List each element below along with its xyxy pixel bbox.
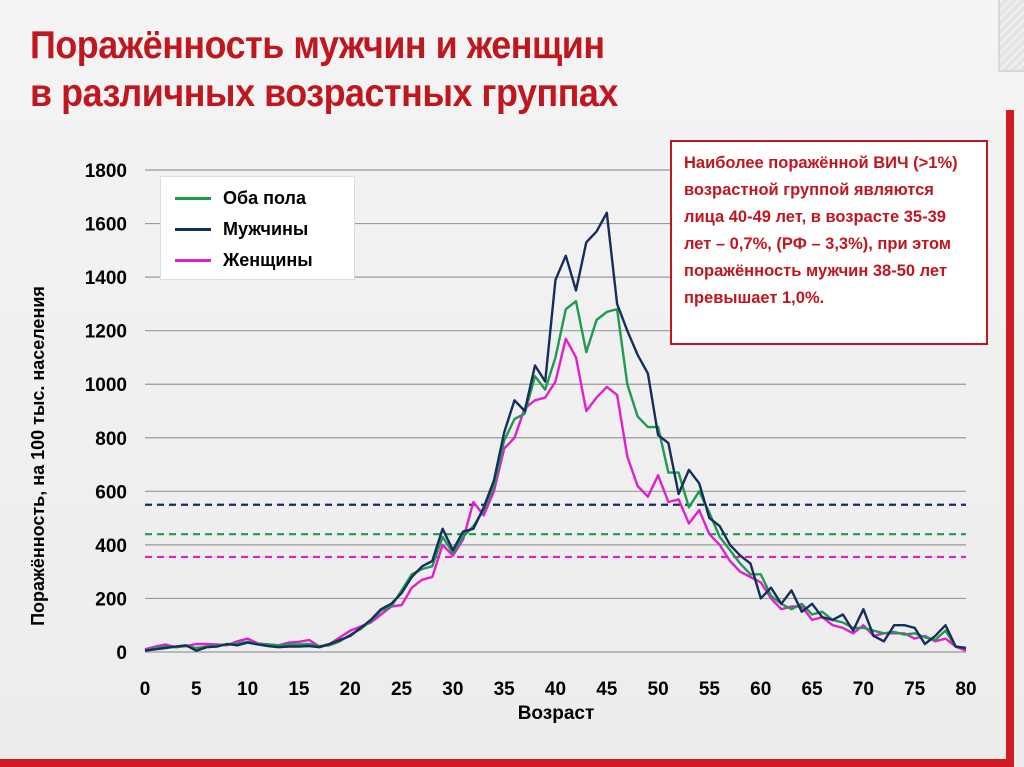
y-tick-label: 1400 — [85, 268, 127, 289]
x-tick-label: 0 — [140, 679, 151, 700]
series-line-women — [144, 337, 967, 652]
x-tick-label: 10 — [237, 679, 258, 700]
y-tick-label: 600 — [95, 482, 127, 503]
slide-title: Поражённость мужчин и женщин в различных… — [30, 22, 766, 118]
y-tick-label: 200 — [95, 589, 127, 610]
legend-swatch-men — [175, 228, 211, 231]
legend-swatch-women — [175, 259, 211, 262]
x-tick-label: 55 — [699, 679, 721, 700]
y-tick-label: 0 — [116, 643, 127, 664]
x-tick-label: 45 — [596, 679, 618, 700]
x-tick-label: 75 — [904, 679, 926, 700]
y-tick-label: 1000 — [85, 375, 127, 396]
red-accent-bar-bottom — [0, 759, 1014, 767]
legend-item-women: Женщины — [161, 245, 354, 276]
x-tick-label: 60 — [750, 679, 771, 700]
legend-item-men: Мужчины — [161, 214, 354, 245]
legend-swatch-both — [175, 197, 211, 200]
x-tick-label: 65 — [801, 679, 823, 700]
x-tick-label: 30 — [442, 679, 463, 700]
red-accent-bar-right — [1006, 110, 1014, 767]
x-tick-label: 25 — [391, 679, 413, 700]
title-line-1: Поражённость мужчин и женщин — [30, 24, 605, 67]
info-callout-box: Наиболее поражённой ВИЧ (>1%) возрастной… — [670, 140, 988, 345]
series-line-men — [144, 211, 967, 652]
x-tick-label: 80 — [955, 679, 976, 700]
corner-decoration — [998, 0, 1024, 72]
x-tick-label: 50 — [648, 679, 669, 700]
legend-label-men: Мужчины — [223, 219, 309, 239]
title-line-2: в различных возрастных группах — [30, 72, 618, 115]
chart-legend: Оба пола Мужчины Женщины — [160, 176, 355, 280]
x-axis-title: Возраст — [518, 703, 595, 724]
y-tick-label: 400 — [95, 536, 127, 557]
legend-item-both: Оба пола — [161, 183, 354, 214]
x-tick-label: 15 — [288, 679, 310, 700]
y-axis-title: Поражённость, на 100 тыс. населения — [28, 286, 48, 626]
series-line-both — [144, 300, 967, 652]
x-tick-label: 40 — [545, 679, 566, 700]
x-tick-label: 20 — [340, 679, 361, 700]
legend-label-both: Оба пола — [223, 188, 306, 208]
x-tick-label: 70 — [853, 679, 874, 700]
y-tick-label: 800 — [95, 429, 127, 450]
y-tick-label: 1800 — [85, 161, 127, 182]
x-tick-label: 35 — [494, 679, 516, 700]
x-tick-label: 5 — [191, 679, 202, 700]
y-tick-label: 1600 — [85, 215, 127, 236]
info-callout-text: Наиболее поражённой ВИЧ (>1%) возрастной… — [684, 154, 958, 307]
legend-label-women: Женщины — [223, 250, 313, 270]
y-tick-label: 1200 — [85, 322, 127, 343]
